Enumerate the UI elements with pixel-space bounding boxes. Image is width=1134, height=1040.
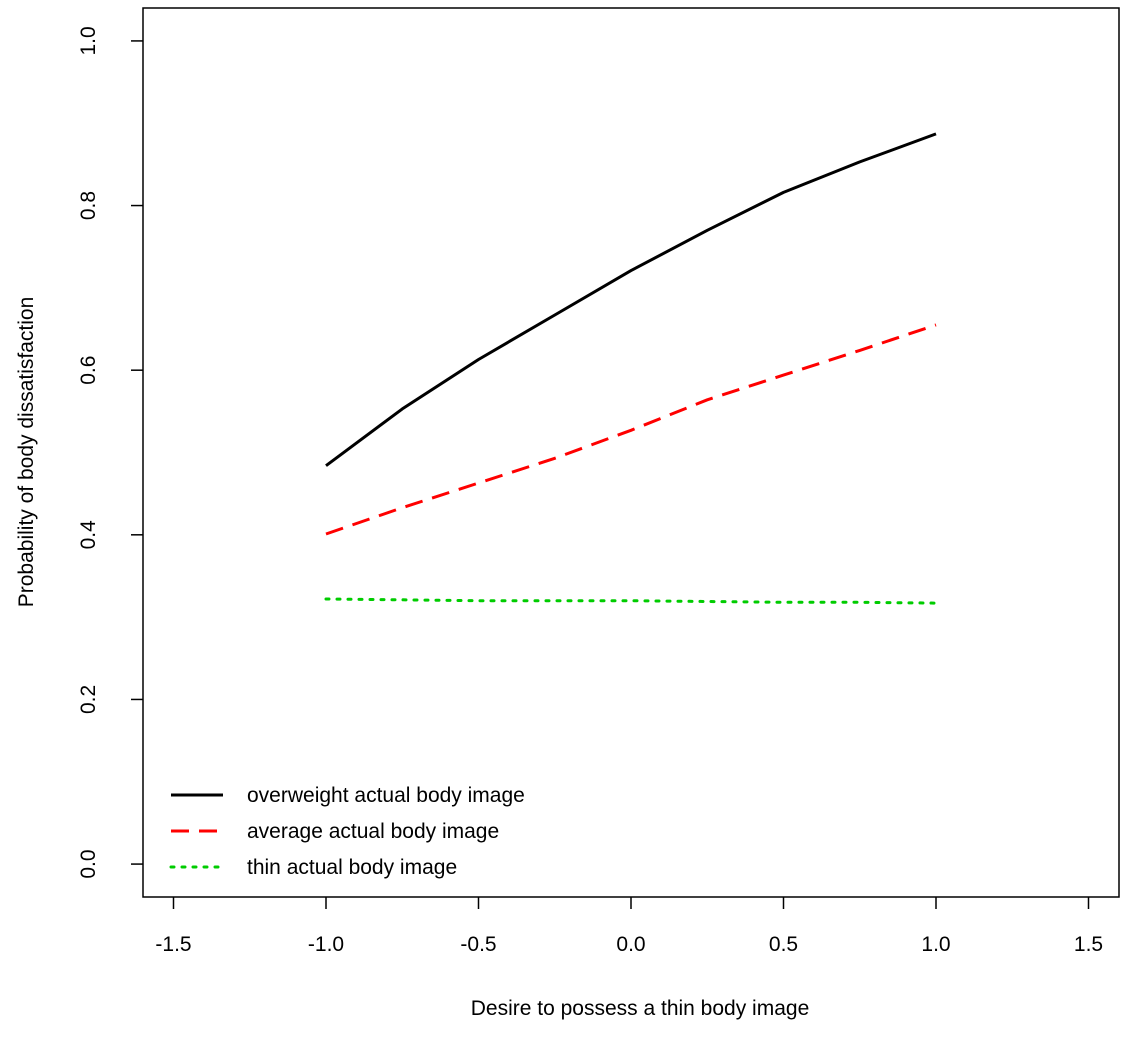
x-tick-label: 0.5 <box>769 933 798 956</box>
x-axis: -1.5 -1.0 -0.5 0.0 0.5 1.0 1.5 <box>155 897 1103 956</box>
x-tick-label: -1.0 <box>308 933 344 956</box>
y-tick-label: 0.8 <box>77 191 100 220</box>
x-tick-label: -1.5 <box>155 933 191 956</box>
y-tick-label: 0.2 <box>77 685 100 714</box>
series-line-1 <box>325 132 937 467</box>
x-tick-label: 1.5 <box>1074 933 1103 956</box>
series-layer <box>324 132 938 605</box>
plot-frame <box>142 7 1120 898</box>
y-axis-title: Probability of body dissatisfaction <box>15 297 38 608</box>
x-tick-label: 0.0 <box>616 933 645 956</box>
y-tick-label: 0.6 <box>77 356 100 385</box>
x-axis-title: Desire to possess a thin body image <box>471 997 810 1020</box>
y-tick-label: 0.4 <box>77 520 100 550</box>
series-line-3 <box>324 597 938 605</box>
legend-label-2: average actual body image <box>247 820 499 843</box>
y-axis: 0.0 0.2 0.4 0.6 0.8 1.0 <box>77 26 143 879</box>
legend-label-3: thin actual body image <box>247 856 457 879</box>
legend: overweight actual body image average actu… <box>169 784 525 879</box>
x-tick-label: -0.5 <box>460 933 496 956</box>
x-tick-label: 1.0 <box>921 933 950 956</box>
legend-label-1: overweight actual body image <box>247 784 525 807</box>
y-tick-label: 1.0 <box>77 26 100 55</box>
y-tick-label: 0.0 <box>77 849 100 878</box>
series-line-2 <box>325 323 937 536</box>
